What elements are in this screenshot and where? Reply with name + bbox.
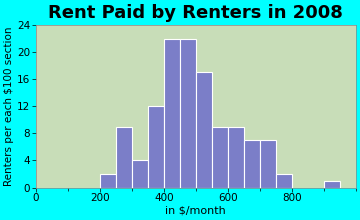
Bar (260, 140, 276, 187)
Bar (100, 174, 116, 187)
Bar (212, 126, 228, 187)
Bar (148, 106, 164, 187)
Bar (276, 174, 292, 187)
Bar (244, 140, 260, 187)
Bar (228, 126, 244, 187)
X-axis label: in $/month: in $/month (165, 206, 226, 216)
Bar (180, 39, 196, 187)
Bar (116, 126, 132, 187)
Bar (324, 181, 340, 187)
Title: Rent Paid by Renters in 2008: Rent Paid by Renters in 2008 (48, 4, 343, 22)
Bar (132, 160, 148, 187)
Y-axis label: Renters per each $100 section: Renters per each $100 section (4, 27, 14, 186)
Bar (164, 39, 180, 187)
Bar (196, 72, 212, 187)
